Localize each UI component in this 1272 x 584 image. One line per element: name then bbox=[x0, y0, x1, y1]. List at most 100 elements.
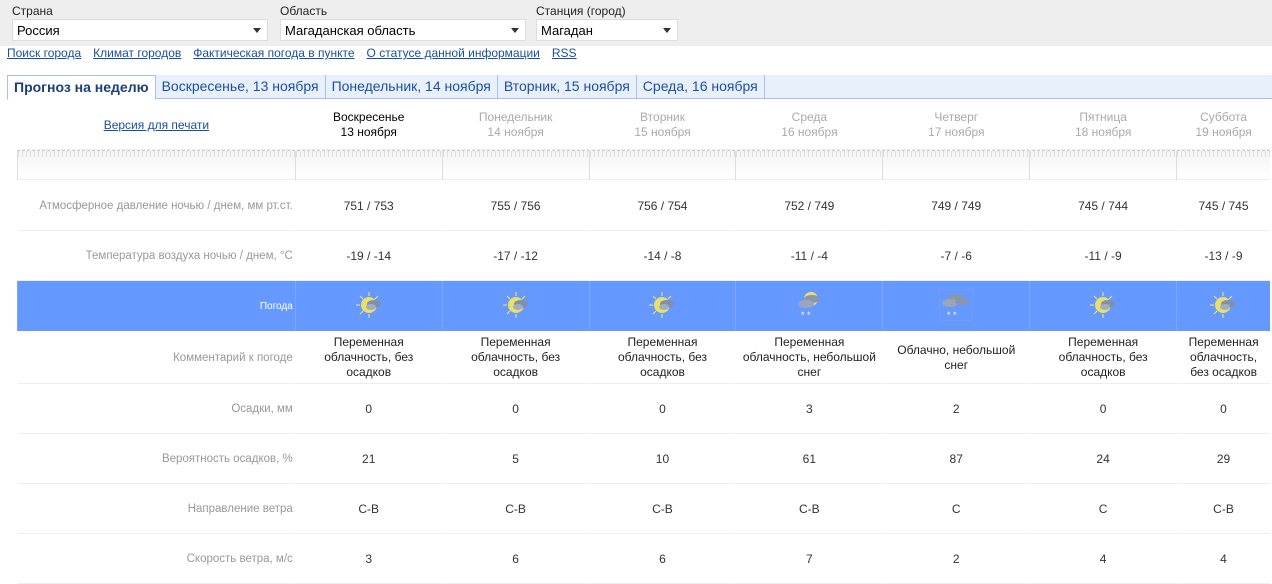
temp-value: -14 / -8 bbox=[588, 231, 736, 281]
tab-monday[interactable]: Понедельник, 14 ноября bbox=[326, 75, 498, 98]
tab-week[interactable]: Прогноз на неделю bbox=[7, 75, 156, 100]
pressure-value: 745 / 744 bbox=[1029, 180, 1176, 231]
wind-speed-value: 6 bbox=[588, 534, 736, 584]
day-date: 19 ноября bbox=[1195, 125, 1252, 139]
wind-speed-value: 3 bbox=[294, 534, 442, 584]
row-wind_speed: Скорость ветра, м/с 3 6 6 7 2 4 4 bbox=[17, 534, 1270, 584]
region-value: Магаданская область bbox=[285, 23, 416, 38]
wind-dir-value: С bbox=[882, 484, 1029, 534]
wind-dir-value: С-В bbox=[294, 484, 442, 534]
prob-value: 87 bbox=[882, 434, 1029, 484]
chevron-down-icon bbox=[511, 28, 519, 33]
ruler-cell bbox=[294, 151, 442, 181]
day-date: 16 ноября bbox=[781, 125, 838, 139]
precip-value: 3 bbox=[735, 384, 882, 434]
temp-value: -17 / -12 bbox=[441, 231, 589, 281]
ruler-cell bbox=[588, 151, 736, 181]
link-info-status[interactable]: О статусе данной информации bbox=[366, 46, 540, 60]
region-select[interactable]: Магаданская область bbox=[280, 19, 526, 41]
ruler-cell bbox=[882, 151, 1030, 181]
forecast-table: Версия для печати Воскресенье 13 ноября Пон… bbox=[17, 100, 1270, 584]
row-ruler bbox=[17, 150, 1270, 181]
print-cell: Версия для печати bbox=[17, 100, 295, 150]
row-precip: Осадки, мм 0 0 0 3 2 0 0 bbox=[17, 384, 1270, 434]
pressure-value: 756 / 754 bbox=[588, 180, 736, 231]
precip-value: 0 bbox=[588, 384, 736, 434]
wind-dir-value: С-В bbox=[735, 484, 882, 534]
partly-cloudy-icon bbox=[1088, 290, 1118, 323]
prob-value: 10 bbox=[588, 434, 736, 484]
row-label-pressure: Атмосферное давление ночью / днем, мм рт… bbox=[17, 180, 295, 231]
row-comment: Комментарий к погоде Переменная облачност… bbox=[17, 331, 1270, 384]
wind-dir-value: С-В bbox=[1176, 484, 1270, 534]
day-name: Воскресенье bbox=[332, 110, 405, 124]
day-header: Понедельник 14 ноября bbox=[441, 100, 589, 150]
print-version-link[interactable]: Версия для печати bbox=[103, 117, 210, 132]
row-wind_dir: Направление ветра С-В С-В С-В С-В С С С-В bbox=[17, 484, 1270, 534]
day-header: Воскресенье 13 ноября bbox=[294, 100, 442, 150]
temp-value: -11 / -4 bbox=[735, 231, 882, 281]
precip-value: 0 bbox=[294, 384, 442, 434]
day-date: 13 ноября bbox=[340, 125, 397, 139]
country-select[interactable]: Россия bbox=[12, 19, 268, 41]
link-rss[interactable]: RSS bbox=[551, 46, 577, 60]
day-date: 15 ноября bbox=[634, 125, 691, 139]
partly-cloudy-icon bbox=[647, 290, 677, 323]
weather-cell bbox=[441, 281, 589, 331]
link-city-search[interactable]: Поиск города bbox=[7, 46, 82, 60]
comment-value: Переменная облачность, без осадков bbox=[588, 331, 736, 384]
wind-speed-value: 4 bbox=[1029, 534, 1176, 584]
wind-speed-value: 6 bbox=[441, 534, 589, 584]
temp-value: -19 / -14 bbox=[294, 231, 442, 281]
region-label: Область bbox=[280, 4, 328, 18]
day-header: Суббота 19 ноября bbox=[1176, 100, 1270, 150]
day-header: Вторник 15 ноября bbox=[588, 100, 736, 150]
day-name: Пятница bbox=[1079, 110, 1127, 124]
ruler-cell bbox=[1029, 151, 1177, 181]
prob-value: 21 bbox=[294, 434, 442, 484]
wind-speed-value: 4 bbox=[1176, 534, 1270, 584]
chevron-down-icon bbox=[253, 28, 261, 33]
wind-dir-value: С-В bbox=[588, 484, 736, 534]
prob-value: 29 bbox=[1176, 434, 1270, 484]
prob-value: 5 bbox=[441, 434, 589, 484]
partly-cloudy-icon bbox=[501, 290, 531, 323]
station-value: Магадан bbox=[541, 23, 593, 38]
pressure-value: 752 / 749 bbox=[735, 180, 882, 231]
precip-value: 2 bbox=[882, 384, 1029, 434]
row-label-weather: Погода bbox=[17, 281, 295, 331]
day-name: Вторник bbox=[640, 110, 685, 124]
country-filter: Страна Россия bbox=[12, 4, 268, 41]
tab-bar: Прогноз на неделю Воскресенье, 13 ноября… bbox=[7, 75, 1272, 100]
wind-dir-value: С bbox=[1029, 484, 1176, 534]
tab-tuesday[interactable]: Вторник, 15 ноября bbox=[498, 75, 637, 98]
row-label-comment: Комментарий к погоде bbox=[17, 331, 295, 384]
precip-value: 0 bbox=[441, 384, 589, 434]
weather-cell bbox=[588, 281, 736, 331]
row-label-wind_speed: Скорость ветра, м/с bbox=[17, 534, 295, 584]
temp-value: -7 / -6 bbox=[882, 231, 1029, 281]
tab-wednesday[interactable]: Среда, 16 ноября bbox=[637, 75, 765, 98]
row-weather: Погода * * * * bbox=[17, 281, 1270, 331]
wind-speed-value: 2 bbox=[882, 534, 1029, 584]
tab-sunday[interactable]: Воскресенье, 13 ноября bbox=[156, 75, 326, 98]
weather-cell: * * bbox=[735, 281, 882, 331]
wind-speed-value: 7 bbox=[735, 534, 882, 584]
station-select[interactable]: Магадан bbox=[536, 19, 678, 41]
row-pressure: Атмосферное давление ночью / днем, мм рт… bbox=[17, 180, 1270, 231]
station-filter: Станция (город) Магадан bbox=[536, 4, 678, 41]
day-date: 17 ноября bbox=[928, 125, 985, 139]
precip-value: 0 bbox=[1029, 384, 1176, 434]
row-prob: Вероятность осадков, % 21 5 10 61 87 24 29 bbox=[17, 434, 1270, 484]
prob-value: 61 bbox=[735, 434, 882, 484]
link-actual-weather[interactable]: Фактическая погода в пункте bbox=[193, 46, 355, 60]
weather-cell bbox=[294, 281, 442, 331]
day-header: Четверг 17 ноября bbox=[882, 100, 1029, 150]
row-label-temp: Температура воздуха ночью / днем, °C bbox=[17, 231, 295, 281]
pressure-value: 755 / 756 bbox=[441, 180, 589, 231]
row-label-precip: Осадки, мм bbox=[17, 384, 295, 434]
link-city-climate[interactable]: Климат городов bbox=[93, 46, 182, 60]
nav-links: Поиск города Климат городов Фактическая по… bbox=[7, 46, 589, 60]
day-name: Среда bbox=[791, 110, 828, 124]
weather-cell bbox=[1176, 281, 1270, 331]
